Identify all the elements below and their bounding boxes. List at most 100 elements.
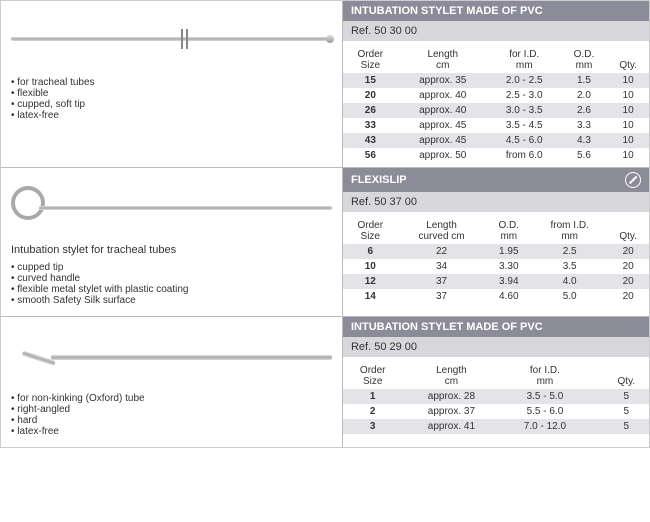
col-header-line1: Qty. bbox=[608, 376, 645, 387]
col-header-line1: Order bbox=[347, 220, 394, 231]
feature-item: cupped, soft tip bbox=[11, 99, 332, 110]
table-row: 20approx. 402.5 - 3.02.010 bbox=[343, 88, 649, 103]
feature-item: latex-free bbox=[11, 426, 332, 437]
feature-item: smooth Safety Silk surface bbox=[11, 295, 332, 306]
col-header: O.D.mm bbox=[561, 43, 608, 73]
table-cell: 3 bbox=[343, 419, 402, 434]
table-row: 3approx. 417.0 - 12.05 bbox=[343, 419, 649, 434]
table-cell: 2 bbox=[343, 404, 402, 419]
table-cell: approx. 28 bbox=[402, 389, 500, 404]
col-header-line2: curved cm bbox=[402, 231, 482, 242]
col-header-line2: Size bbox=[347, 60, 394, 71]
table-row: 10343.303.520 bbox=[343, 259, 649, 274]
table-cell: 20 bbox=[607, 274, 649, 289]
col-header-line1: for I.D. bbox=[492, 49, 557, 60]
section-title-bar: INTUBATION STYLET MADE OF PVC bbox=[343, 317, 649, 337]
table-cell: 1.5 bbox=[561, 73, 608, 88]
table-cell: 3.5 bbox=[532, 259, 607, 274]
table-cell: 1 bbox=[343, 389, 402, 404]
table-cell: 10 bbox=[607, 103, 649, 118]
table-row: 6221.952.520 bbox=[343, 244, 649, 259]
col-header: OrderSize bbox=[343, 43, 398, 73]
section-ref: Ref. 50 30 00 bbox=[343, 21, 649, 41]
col-header-line2: Size bbox=[347, 231, 394, 242]
feature-item: latex-free bbox=[11, 110, 332, 121]
spec-table-wrap: OrderSizeLengthcmfor I.D.mmO.D.mmQty.15a… bbox=[343, 41, 649, 167]
table-cell: 5 bbox=[604, 419, 649, 434]
table-row: 56approx. 50from 6.05.610 bbox=[343, 148, 649, 163]
table-cell: 5 bbox=[604, 389, 649, 404]
section-title-bar: INTUBATION STYLET MADE OF PVC bbox=[343, 1, 649, 21]
col-header-line2: mm bbox=[504, 376, 585, 387]
feature-item: for tracheal tubes bbox=[11, 77, 332, 88]
catalog-root: for tracheal tubesflexiblecupped, soft t… bbox=[0, 0, 650, 448]
feature-item: cupped tip bbox=[11, 262, 332, 273]
table-cell bbox=[589, 389, 603, 404]
col-header-line1: from I.D. bbox=[536, 220, 603, 231]
table-cell: approx. 35 bbox=[398, 73, 488, 88]
col-header-line1: O.D. bbox=[565, 49, 604, 60]
table-cell: 2.5 bbox=[532, 244, 607, 259]
table-cell: 4.60 bbox=[486, 289, 532, 304]
col-header-line1: for I.D. bbox=[504, 365, 585, 376]
catalog-section: for non-kinking (Oxford) tuberight-angle… bbox=[1, 317, 649, 447]
section-ref: Ref. 50 37 00 bbox=[343, 192, 649, 212]
section-left: Intubation stylet for tracheal tubes cupp… bbox=[1, 168, 343, 316]
table-cell bbox=[589, 404, 603, 419]
col-header: for I.D.mm bbox=[488, 43, 561, 73]
section-right: INTUBATION STYLET MADE OF PVC Ref. 50 30 … bbox=[343, 1, 649, 167]
table-cell bbox=[589, 419, 603, 434]
col-header-line1: Length bbox=[406, 365, 496, 376]
table-row: 33approx. 453.5 - 4.53.310 bbox=[343, 118, 649, 133]
product-drawing-loop bbox=[11, 182, 332, 230]
table-cell: 37 bbox=[398, 289, 486, 304]
table-cell: approx. 45 bbox=[398, 118, 488, 133]
col-header: Qty. bbox=[607, 214, 649, 244]
col-header-line2: mm bbox=[490, 231, 528, 242]
table-cell: 14 bbox=[343, 289, 398, 304]
table-cell: 20 bbox=[607, 244, 649, 259]
table-cell: 5.0 bbox=[532, 289, 607, 304]
table-row: 26approx. 403.0 - 3.52.610 bbox=[343, 103, 649, 118]
table-cell: 10 bbox=[607, 133, 649, 148]
table-cell: approx. 37 bbox=[402, 404, 500, 419]
table-cell: 10 bbox=[607, 73, 649, 88]
spec-table: OrderSize Lengthcurved cm O.D.mm from I.D. m… bbox=[343, 214, 649, 304]
table-cell: 3.94 bbox=[486, 274, 532, 289]
table-cell: approx. 40 bbox=[398, 88, 488, 103]
table-cell: 20 bbox=[607, 259, 649, 274]
col-header: O.D.mm bbox=[486, 214, 532, 244]
table-cell: 5.6 bbox=[561, 148, 608, 163]
feature-list: for non-kinking (Oxford) tuberight-angle… bbox=[11, 393, 332, 437]
spec-table-wrap: OrderSize Lengthcm for I.D.mm Qty. 1approx. … bbox=[343, 357, 649, 438]
catalog-section: Intubation stylet for tracheal tubes cupp… bbox=[1, 168, 649, 317]
table-cell: 33 bbox=[343, 118, 398, 133]
col-header: OrderSize bbox=[343, 359, 402, 389]
table-cell: 3.5 - 4.5 bbox=[488, 118, 561, 133]
section-ref: Ref. 50 29 00 bbox=[343, 337, 649, 357]
table-cell: 2.0 - 2.5 bbox=[488, 73, 561, 88]
feature-list: for tracheal tubesflexiblecupped, soft t… bbox=[11, 77, 332, 121]
col-header bbox=[589, 359, 603, 389]
col-header: Lengthcm bbox=[398, 43, 488, 73]
section-title: INTUBATION STYLET MADE OF PVC bbox=[351, 5, 543, 17]
table-cell: 7.0 - 12.0 bbox=[500, 419, 589, 434]
catalog-section: for tracheal tubesflexiblecupped, soft t… bbox=[1, 1, 649, 168]
table-cell: 10 bbox=[607, 88, 649, 103]
table-cell: 2.5 - 3.0 bbox=[488, 88, 561, 103]
left-heading: Intubation stylet for tracheal tubes bbox=[11, 244, 332, 256]
table-cell: 10 bbox=[607, 148, 649, 163]
feature-item: for non-kinking (Oxford) tube bbox=[11, 393, 332, 404]
col-header: Qty. bbox=[604, 359, 649, 389]
section-left: for non-kinking (Oxford) tuberight-angle… bbox=[1, 317, 343, 447]
table-cell: 43 bbox=[343, 133, 398, 148]
table-cell: 37 bbox=[398, 274, 486, 289]
table-cell: 10 bbox=[607, 118, 649, 133]
table-cell: 10 bbox=[343, 259, 398, 274]
table-cell: 2.0 bbox=[561, 88, 608, 103]
table-cell: 4.5 - 6.0 bbox=[488, 133, 561, 148]
col-header-line1: Length bbox=[402, 220, 482, 231]
table-cell: approx. 40 bbox=[398, 103, 488, 118]
col-header: Qty. bbox=[607, 43, 649, 73]
col-header-line2: cm bbox=[406, 376, 496, 387]
